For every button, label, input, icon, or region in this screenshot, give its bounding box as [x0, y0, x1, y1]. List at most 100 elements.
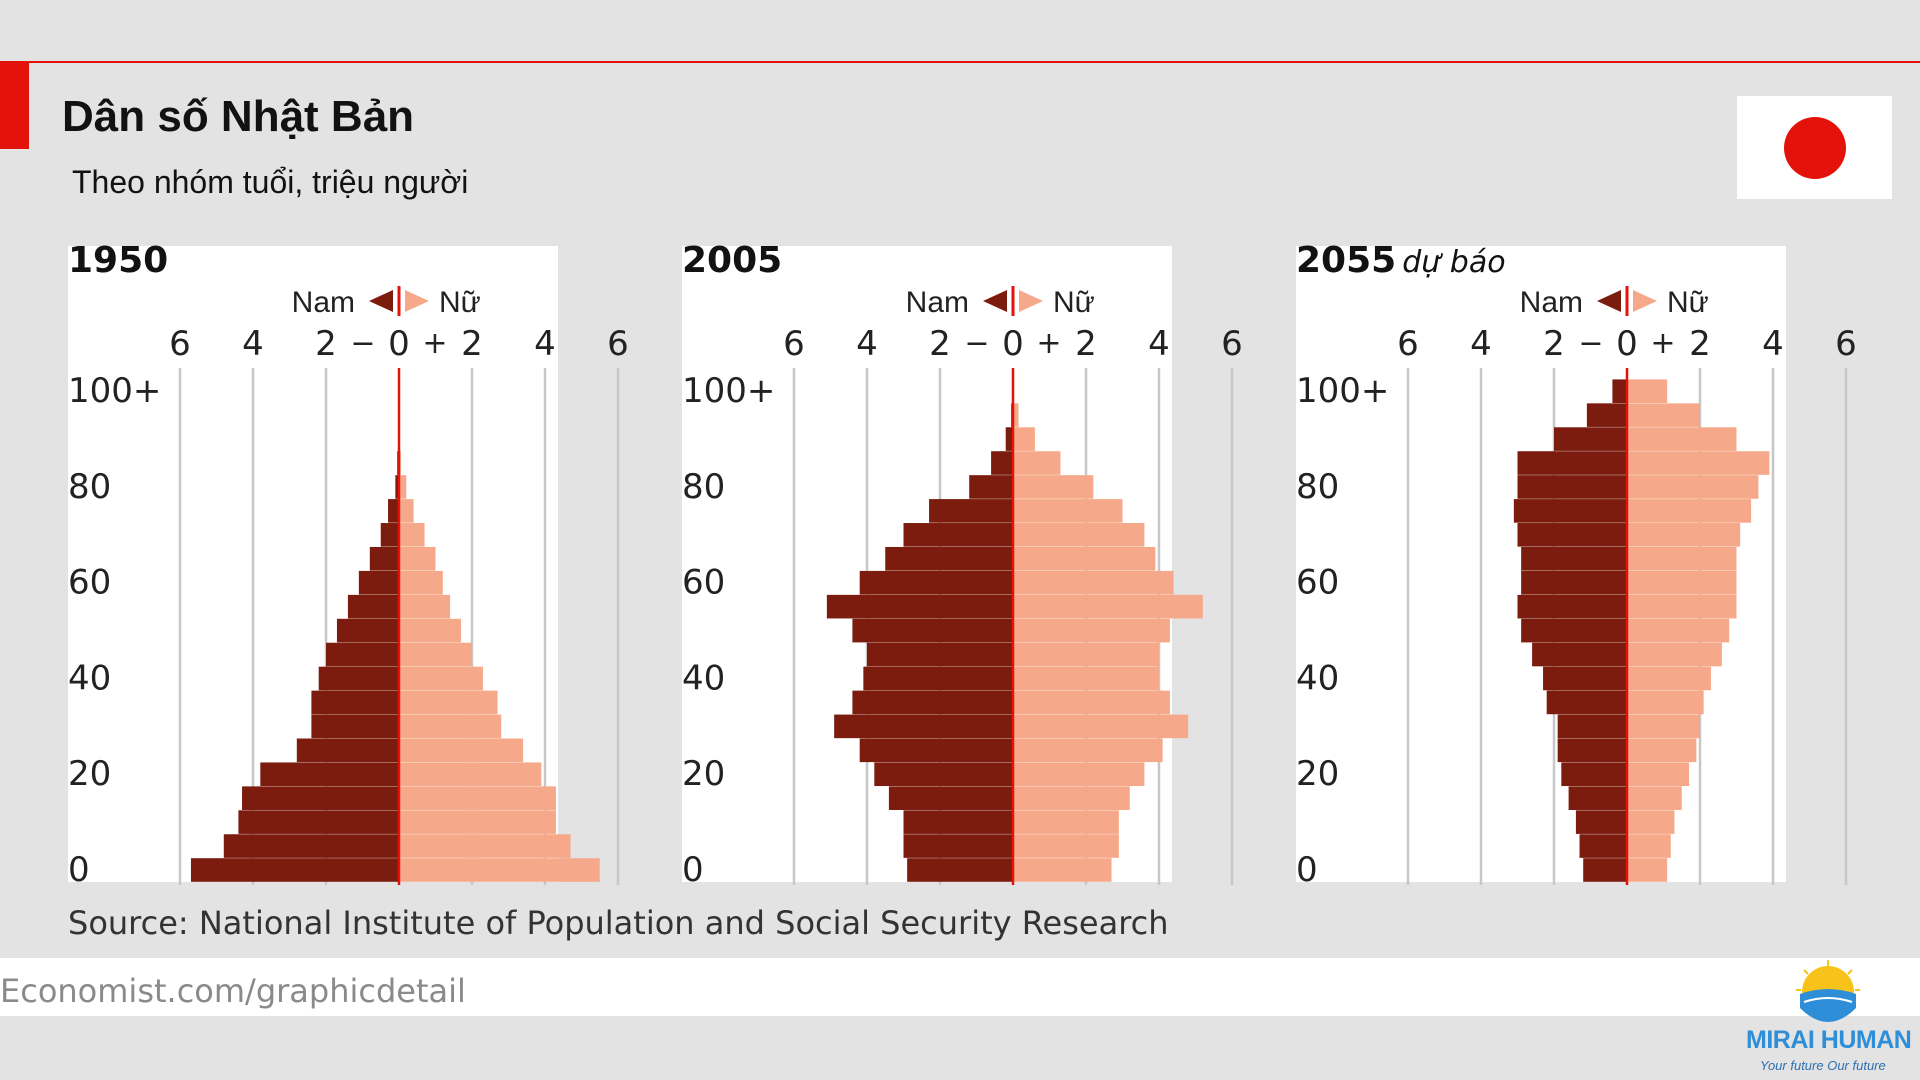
y-tick-label: 0 — [68, 850, 90, 890]
female-bar — [399, 499, 414, 523]
male-bar — [369, 546, 399, 571]
panel-year: 2055 — [1296, 240, 1397, 281]
minus-sign: − — [964, 326, 989, 361]
male-bar — [358, 570, 399, 595]
x-tick-label: 0 — [388, 324, 410, 364]
male-bar — [859, 738, 1013, 763]
y-tick-label: 80 — [682, 467, 725, 507]
y-tick-label: 20 — [68, 754, 111, 794]
female-bar — [1013, 738, 1163, 763]
minus-sign: − — [1578, 326, 1603, 361]
female-bar — [1627, 499, 1752, 523]
female-bar — [399, 618, 462, 643]
female-bar — [1627, 666, 1711, 691]
female-bar — [1627, 834, 1671, 858]
female-bar — [399, 475, 407, 499]
male-bar — [969, 475, 1013, 499]
female-bar — [399, 738, 524, 763]
male-bar — [380, 523, 399, 547]
y-tick-label: 80 — [1296, 467, 1339, 507]
x-tick-label: 6 — [1397, 324, 1419, 364]
male-bar — [311, 690, 399, 715]
female-bar — [1627, 451, 1770, 475]
male-bar — [1568, 786, 1627, 810]
male-bar — [1543, 666, 1627, 691]
female-bar — [399, 690, 498, 715]
female-bar — [399, 858, 600, 882]
y-tick-label: 0 — [1296, 850, 1318, 890]
x-tick-label: 6 — [169, 324, 191, 364]
female-bar — [399, 642, 472, 667]
plus-sign: + — [1650, 326, 1675, 361]
male-bar — [903, 810, 1013, 834]
male-bar — [1517, 475, 1627, 499]
female-bar — [399, 523, 425, 547]
y-tick-label: 20 — [682, 754, 725, 794]
female-bar — [1627, 738, 1697, 763]
male-bar — [395, 475, 399, 499]
male-bar — [826, 594, 1013, 619]
male-bar — [1513, 499, 1627, 523]
legend-male-arrow-icon — [983, 290, 1007, 312]
footer-band — [0, 958, 1920, 1016]
y-tick-label: 60 — [1296, 563, 1339, 603]
male-bar — [1579, 834, 1627, 858]
male-bar — [296, 738, 399, 763]
female-bar — [1627, 427, 1737, 451]
male-bar — [260, 762, 399, 787]
male-bar — [1517, 594, 1627, 619]
male-bar — [1532, 642, 1627, 667]
chart-title: Dân số Nhật Bản — [62, 92, 415, 141]
male-bar — [852, 618, 1013, 643]
male-bar — [1517, 451, 1627, 475]
x-tick-label: 0 — [1616, 324, 1638, 364]
y-tick-label: 0 — [682, 850, 704, 890]
female-bar — [1627, 570, 1737, 595]
logo-tagline: Your future Our future — [1760, 1058, 1886, 1073]
female-bar — [1013, 762, 1145, 787]
pyramid-panel-2005: 2005 6 4 2 0 2 4 6− + Nam Nữ 100+ 80 60 40 20 0 — [674, 240, 1243, 890]
male-bar — [859, 570, 1013, 595]
x-tick-label: 4 — [856, 324, 878, 364]
male-bar — [1517, 523, 1627, 547]
female-bar — [1013, 523, 1145, 547]
y-tick-label: 60 — [68, 563, 111, 603]
legend-female-label: Nữ — [1053, 286, 1095, 319]
female-bar — [1013, 618, 1170, 643]
female-bar — [1627, 642, 1722, 667]
male-bar — [888, 786, 1013, 810]
chart-subtitle: Theo nhóm tuổi, triệu người — [72, 164, 469, 200]
plus-sign: + — [422, 326, 447, 361]
female-bar — [1013, 714, 1189, 739]
legend-male-arrow-icon — [1597, 290, 1621, 312]
female-bar — [1627, 379, 1668, 403]
y-tick-label: 100+ — [1296, 371, 1389, 411]
panel-title: 2055 dự báo — [1296, 240, 1506, 281]
male-bar — [318, 666, 399, 691]
male-bar — [326, 642, 399, 667]
female-bar — [1013, 570, 1174, 595]
male-bar — [929, 499, 1013, 523]
male-bar — [1586, 403, 1627, 427]
female-bar — [1013, 810, 1119, 834]
male-bar — [867, 642, 1013, 667]
male-bar — [1583, 858, 1627, 882]
red-tab-marker — [0, 63, 29, 149]
male-bar — [1557, 738, 1627, 763]
y-tick-label: 40 — [1296, 658, 1339, 698]
top-accent-rule — [0, 61, 1920, 63]
x-tick-label: 6 — [1221, 324, 1243, 364]
male-bar — [1557, 714, 1627, 739]
x-tick-label: 2 — [461, 324, 483, 364]
y-tick-label: 100+ — [682, 371, 775, 411]
female-bar — [399, 714, 502, 739]
x-tick-label: 2 — [1543, 324, 1565, 364]
pyramid-panel-2055: 2055 dự báo 6 4 2 0 2 4 6− + Nam Nữ 100+ 80 60 40 20 0 — [1288, 240, 1857, 890]
y-tick-label: 40 — [68, 658, 111, 698]
female-bar — [1013, 546, 1156, 571]
female-bar — [1013, 594, 1203, 619]
female-bar — [1013, 858, 1112, 882]
